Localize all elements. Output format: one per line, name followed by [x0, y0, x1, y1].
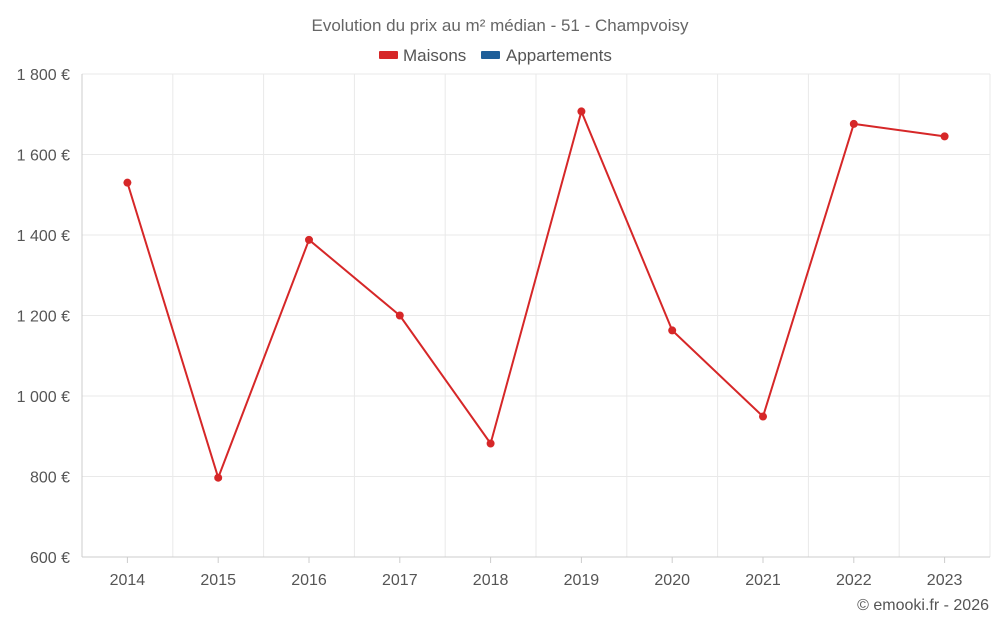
data-point-maisons-2017[interactable] — [395, 311, 404, 320]
x-tick-label: 2019 — [564, 572, 600, 589]
data-point-maisons-2019[interactable] — [577, 107, 586, 116]
data-point-maisons-2016[interactable] — [305, 235, 313, 244]
data-point-maisons-2014[interactable] — [123, 178, 132, 187]
x-tick-label: 2021 — [745, 572, 781, 589]
y-tick-label: 1 400 € — [17, 228, 70, 245]
series-line-maisons — [126, 110, 945, 479]
data-point-maisons-2018[interactable] — [486, 439, 495, 448]
x-tick-label: 2017 — [382, 572, 418, 589]
data-point-maisons-2023[interactable] — [940, 132, 949, 141]
y-axis: 600 € 800 € 1 000 € 1 200 € 1 400 € 1 600 € 1 … — [17, 67, 83, 567]
x-tick-label: 2016 — [291, 572, 327, 589]
x-tick-label: 2023 — [927, 572, 963, 589]
y-tick-label: 1 600 € — [17, 148, 70, 165]
x-axis: 2014 2015 2016 2017 2018 2019 2020 2021 2022 2023 — [82, 556, 990, 589]
x-tick-label: 2014 — [110, 572, 146, 589]
x-tick-label: 2020 — [654, 572, 690, 589]
series-maisons — [123, 107, 949, 482]
y-tick-label: 1 000 € — [17, 389, 70, 406]
x-tick-label: 2015 — [200, 572, 236, 589]
data-point-maisons-2022[interactable] — [849, 119, 858, 128]
legend-label-maisons[interactable]: Maisons — [403, 46, 466, 65]
legend-swatch-maisons — [379, 51, 398, 59]
chart-title: Evolution du prix au m² médian - 51 - Ch… — [312, 16, 689, 35]
y-tick-label: 1 800 € — [17, 67, 70, 84]
y-tick-label: 800 € — [30, 470, 70, 487]
legend-label-appartements[interactable]: Appartements — [506, 46, 612, 65]
data-point-maisons-2021[interactable] — [759, 412, 767, 421]
y-tick-label: 600 € — [30, 550, 70, 567]
data-point-maisons-2020[interactable] — [668, 326, 677, 335]
grid — [82, 73, 991, 557]
x-tick-label: 2018 — [473, 572, 509, 589]
data-point-maisons-2015[interactable] — [214, 473, 223, 482]
y-tick-label: 1 200 € — [17, 309, 70, 326]
x-tick-label: 2022 — [836, 572, 872, 589]
legend-swatch-appartements — [481, 51, 500, 59]
credit-text: © emooki.fr - 2026 — [857, 597, 989, 614]
legend: Maisons Appartements — [379, 46, 612, 65]
